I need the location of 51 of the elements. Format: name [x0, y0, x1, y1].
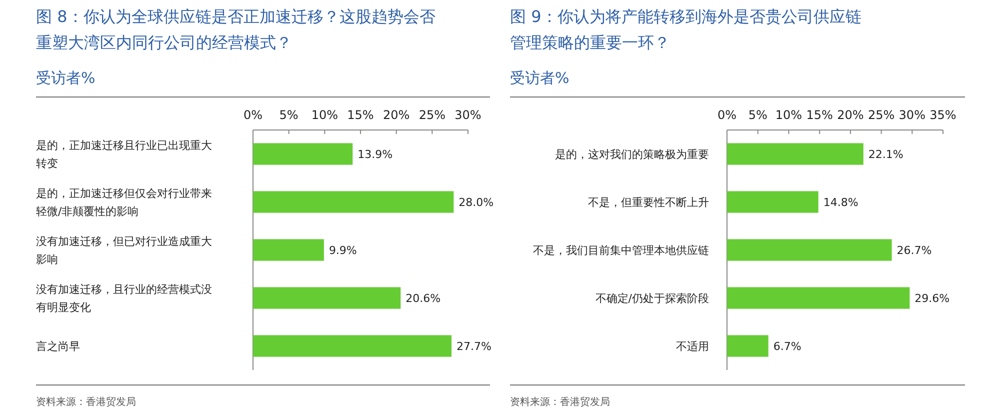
x-tick-label: 20% — [382, 108, 410, 122]
x-tick-label: 0% — [243, 108, 263, 122]
bar — [253, 143, 353, 165]
bar — [253, 335, 452, 357]
x-tick-label: 25% — [868, 108, 895, 122]
bar — [727, 335, 768, 357]
x-tick-label: 30% — [898, 108, 926, 122]
data-label: 26.7% — [896, 244, 932, 257]
y-tick-label: 是的，这对我们的策略极为重要 — [555, 148, 709, 161]
x-tick-label: 10% — [775, 108, 802, 122]
x-tick-label: 0% — [717, 108, 737, 122]
x-tick-label: 35% — [930, 108, 956, 122]
bar — [253, 239, 324, 261]
data-label: 13.9% — [358, 148, 393, 161]
y-tick-label: 不是，但重要性不断上升 — [588, 196, 709, 209]
data-label: 9.9% — [328, 244, 357, 257]
y-tick-label: 是的，正加速迁移且行业已出现重大转变 — [36, 139, 212, 170]
bar — [727, 191, 818, 213]
chart-title: 图 8：你认为全球供应链是否正加速迁移？这股趋势会否重塑大湾区内同行公司的经营模式？ — [36, 7, 436, 52]
y-tick-label: 言之尚早 — [36, 340, 80, 353]
chart-title: 图 9：你认为将产能转移到海外是否贵公司供应链管理策略的重要一环？ — [510, 7, 862, 52]
y-tick-label: 没有加速迁移，但已对行业造成重大影响 — [36, 235, 212, 266]
bar — [727, 143, 864, 165]
data-label: 14.8% — [823, 196, 858, 209]
x-tick-label: 20% — [837, 108, 864, 122]
data-label: 22.1% — [868, 148, 904, 161]
text: 受访者% — [36, 69, 96, 87]
y-tick-label: 不适用 — [676, 340, 709, 353]
x-tick-label: 10% — [311, 108, 338, 122]
x-tick-label: 30% — [454, 108, 482, 122]
x-tick-label: 5% — [748, 108, 768, 122]
text: 受访者% — [510, 69, 570, 87]
data-label: 20.6% — [406, 292, 441, 305]
text: 资料来源：香港贸发局 — [36, 396, 136, 408]
y-tick-label: 不确定/仍处于探索阶段 — [595, 292, 709, 305]
data-label: 28.0% — [458, 196, 494, 209]
bar — [253, 191, 454, 213]
x-tick-label: 15% — [806, 108, 833, 122]
x-tick-label: 5% — [279, 108, 298, 122]
bar — [727, 239, 892, 261]
y-tick-label: 是的，正加速迁移但仅会对行业带来轻微/非颠覆性的影响 — [36, 187, 212, 218]
y-tick-label: 没有加速迁移，且行业的经营模式没有明显变化 — [36, 283, 212, 314]
x-tick-label: 25% — [418, 108, 446, 122]
data-label: 29.6% — [914, 292, 950, 305]
y-tick-label: 不是，我们目前集中管理本地供应链 — [533, 244, 709, 257]
data-label: 27.7% — [456, 340, 492, 353]
bar — [253, 287, 401, 309]
text: 资料来源：香港贸发局 — [510, 396, 610, 408]
x-tick-label: 15% — [347, 108, 374, 122]
data-label: 6.7% — [773, 340, 802, 353]
bar — [727, 287, 910, 309]
